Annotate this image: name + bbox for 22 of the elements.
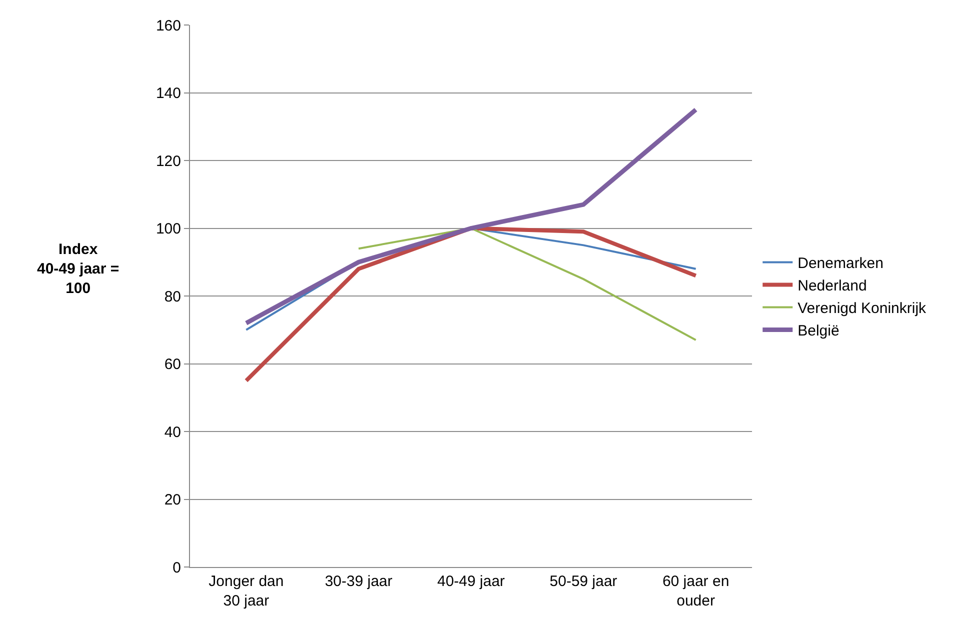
y-tick-label: 60 <box>164 356 181 373</box>
y-tick-label: 80 <box>164 288 181 306</box>
x-tick-label: 60 jaar en ouder <box>662 573 730 610</box>
legend-label: Denemarken <box>798 255 884 272</box>
x-tick-label: Jonger dan 30 jaar <box>208 573 284 610</box>
legend-label: Nederland <box>798 278 867 295</box>
legend-label: België <box>798 322 840 340</box>
y-tick-label: 0 <box>172 559 181 576</box>
x-tick-label: 50-59 jaar <box>550 573 618 590</box>
x-tick-label: 30-39 jaar <box>324 573 392 590</box>
line-series <box>358 227 697 342</box>
legend-label: Verenigd Koninkrijk <box>798 300 927 318</box>
line-series <box>244 226 698 383</box>
y-tick-label: 100 <box>156 220 181 238</box>
line-series <box>244 107 698 326</box>
y-tick-label: 120 <box>156 152 181 170</box>
y-tick-label: 20 <box>164 492 181 508</box>
y-tick-label: 160 <box>156 17 181 34</box>
y-tick-label: 140 <box>156 85 181 102</box>
x-tick-label: 40-49 jaar <box>437 573 505 590</box>
y-axis-title: Index 40-49 jaar = 100 <box>37 241 120 297</box>
y-tick-label: 40 <box>164 424 181 441</box>
